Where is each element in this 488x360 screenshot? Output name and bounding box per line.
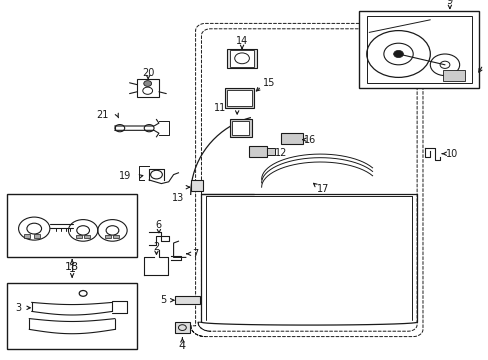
Text: 21: 21 xyxy=(96,110,109,120)
Bar xyxy=(76,235,81,238)
Bar xyxy=(229,119,251,137)
Text: 2: 2 xyxy=(153,242,159,252)
Circle shape xyxy=(393,50,403,58)
Bar xyxy=(281,133,303,144)
Bar xyxy=(137,79,159,97)
Text: 16: 16 xyxy=(304,135,316,145)
Bar xyxy=(227,49,256,68)
Bar xyxy=(105,235,111,238)
Text: 4: 4 xyxy=(179,341,185,351)
Text: 9: 9 xyxy=(446,0,452,6)
Bar xyxy=(232,121,249,135)
Text: 11: 11 xyxy=(213,103,226,113)
Text: 17: 17 xyxy=(316,184,328,194)
Text: 3: 3 xyxy=(15,303,21,313)
Text: 12: 12 xyxy=(274,148,287,158)
Bar xyxy=(84,235,90,238)
Bar xyxy=(266,148,275,155)
Text: 20: 20 xyxy=(142,68,154,78)
Text: 5: 5 xyxy=(160,295,165,305)
Text: 13: 13 xyxy=(172,193,184,203)
Bar xyxy=(34,234,40,238)
Bar xyxy=(24,234,30,238)
Text: 14: 14 xyxy=(235,36,248,46)
Text: 6: 6 xyxy=(156,220,162,230)
Text: 19: 19 xyxy=(118,171,131,181)
Bar xyxy=(7,194,137,257)
Bar xyxy=(366,16,471,83)
Bar xyxy=(7,283,137,349)
Bar xyxy=(359,11,478,88)
Text: 7: 7 xyxy=(192,249,198,259)
Text: 8: 8 xyxy=(486,60,488,70)
Text: 10: 10 xyxy=(445,149,458,159)
Text: 18: 18 xyxy=(65,262,79,273)
Bar xyxy=(224,88,254,108)
Text: 1: 1 xyxy=(68,264,76,274)
Circle shape xyxy=(143,81,151,86)
Bar xyxy=(227,90,251,106)
Bar xyxy=(190,180,203,191)
Text: 15: 15 xyxy=(262,78,275,88)
Bar xyxy=(229,50,254,67)
Bar xyxy=(442,70,464,81)
Bar xyxy=(175,322,189,333)
Bar xyxy=(249,146,266,157)
Bar xyxy=(113,235,119,238)
Bar xyxy=(175,296,199,304)
